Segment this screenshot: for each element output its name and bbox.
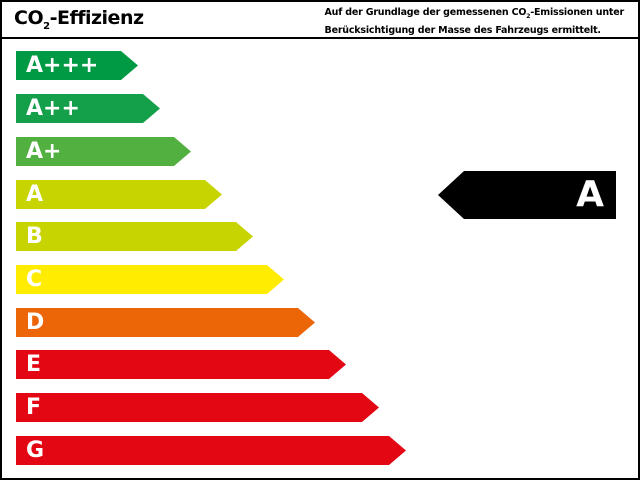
bar-arrow-shape <box>16 436 406 465</box>
note-subscript: 2 <box>526 12 531 20</box>
label-header: CO2-Effizienz Auf der Grundlage der geme… <box>2 2 638 39</box>
label-title: CO2-Effizienz <box>14 7 144 32</box>
bar-arrow-shape <box>16 265 284 294</box>
efficiency-bar: A <box>16 180 222 209</box>
bar-label: A <box>26 182 44 207</box>
title-text: CO <box>14 7 44 29</box>
bar-label: A++ <box>26 96 80 121</box>
bar-label: E <box>26 352 42 377</box>
bar-arrow-shape <box>16 308 315 337</box>
bar-label: A+ <box>26 139 62 164</box>
bar-arrow-shape <box>16 222 253 251</box>
label-note: Auf der Grundlage der gemessenen CO2-Emi… <box>324 6 625 38</box>
bar-arrow-shape <box>16 350 346 379</box>
efficiency-bar: B <box>16 222 253 251</box>
efficiency-bar: G <box>16 436 406 465</box>
bar-arrow-shape <box>16 180 222 209</box>
note-line-1: Auf der Grundlage der gemessenen CO2-Emi… <box>324 6 625 24</box>
note-line-2: Berücksichtigung der Masse des Fahrzeugs… <box>324 24 601 36</box>
efficiency-bar: F <box>16 393 379 422</box>
title-text-suffix: -Effizienz <box>49 7 144 29</box>
rating-label: A <box>576 174 604 215</box>
bar-label: D <box>26 310 45 335</box>
bar-arrow-shape <box>16 393 379 422</box>
bar-arrow-shape <box>16 51 138 80</box>
bar-arrow-shape <box>16 137 191 166</box>
efficiency-bar: E <box>16 350 346 379</box>
bar-label: C <box>26 267 43 292</box>
title-subscript: 2 <box>43 20 50 32</box>
bar-label: A+++ <box>26 53 99 78</box>
note-text-suffix: -Emissionen unter <box>530 7 624 18</box>
rating-arrow-shape <box>438 171 616 219</box>
efficiency-bar: A+++ <box>16 51 138 80</box>
efficiency-bar: C <box>16 265 284 294</box>
efficiency-bar: D <box>16 308 315 337</box>
efficiency-bar: A+ <box>16 137 191 166</box>
bar-arrow-shape <box>16 94 160 123</box>
note-text: Auf der Grundlage der gemessenen CO <box>324 7 527 18</box>
bar-label: B <box>26 224 43 249</box>
bar-label: G <box>26 438 45 463</box>
bar-label: F <box>26 395 42 420</box>
rating-indicator: A <box>438 171 616 219</box>
efficiency-bar: A++ <box>16 94 160 123</box>
